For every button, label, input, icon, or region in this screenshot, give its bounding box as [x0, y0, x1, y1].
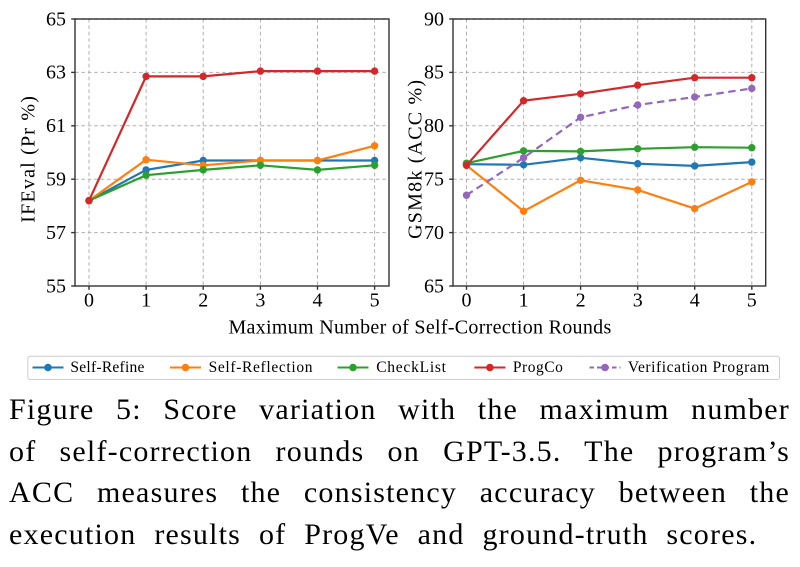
svg-text:70: 70: [424, 222, 444, 244]
svg-text:61: 61: [46, 115, 66, 137]
svg-text:1: 1: [519, 290, 529, 312]
svg-text:63: 63: [46, 62, 66, 84]
svg-text:CheckList: CheckList: [376, 359, 447, 376]
svg-text:Self-Reflection: Self-Reflection: [209, 359, 314, 376]
svg-text:Maximum Number of Self-Correct: Maximum Number of Self-Correction Rounds: [228, 316, 611, 338]
svg-text:GSM8k (ACC %): GSM8k (ACC %): [405, 79, 427, 239]
svg-text:55: 55: [46, 275, 66, 297]
svg-text:75: 75: [424, 169, 444, 191]
svg-text:Verification Program: Verification Program: [628, 359, 770, 376]
svg-text:65: 65: [424, 275, 444, 297]
svg-text:5: 5: [747, 290, 757, 312]
svg-text:4: 4: [313, 290, 323, 312]
svg-text:2: 2: [198, 290, 208, 312]
svg-text:85: 85: [424, 62, 444, 84]
svg-text:65: 65: [46, 8, 66, 30]
svg-text:80: 80: [424, 115, 444, 137]
svg-text:57: 57: [46, 222, 66, 244]
svg-text:4: 4: [690, 290, 700, 312]
svg-text:Self-Refine: Self-Refine: [70, 359, 144, 376]
svg-text:59: 59: [46, 169, 66, 191]
svg-text:0: 0: [462, 290, 472, 312]
svg-text:2: 2: [576, 290, 586, 312]
svg-text:5: 5: [370, 290, 380, 312]
svg-text:90: 90: [424, 8, 444, 30]
svg-text:1: 1: [141, 290, 151, 312]
svg-text:IFEval (Pr %): IFEval (Pr %): [18, 95, 40, 223]
svg-text:ProgCo: ProgCo: [513, 359, 564, 376]
svg-text:3: 3: [633, 290, 643, 312]
svg-text:3: 3: [255, 290, 265, 312]
svg-text:0: 0: [84, 290, 94, 312]
